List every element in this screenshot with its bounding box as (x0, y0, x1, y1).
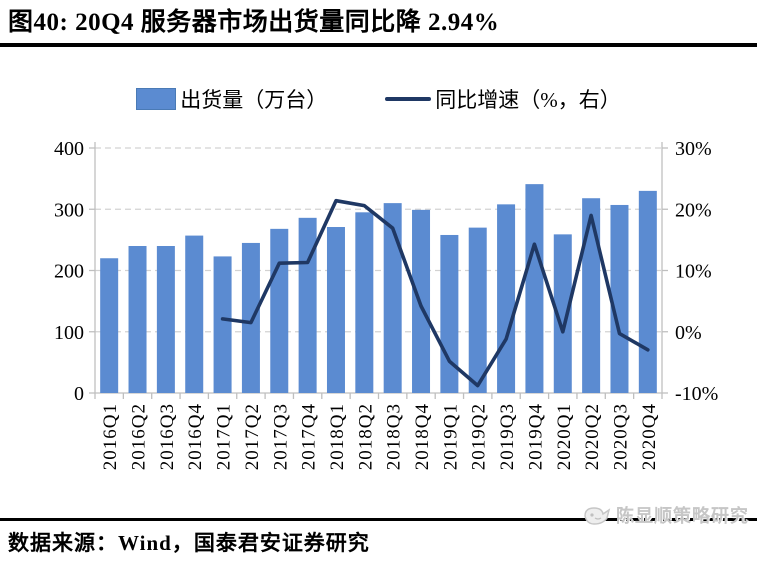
bar-2018Q3 (383, 203, 402, 393)
x-axis-label: 2020Q2 (582, 403, 603, 470)
legend-item-shipments: 出货量（万台） (136, 84, 327, 114)
x-axis-label: 2018Q2 (355, 403, 376, 470)
bar-2020Q1 (553, 234, 572, 393)
line-swatch-icon (385, 97, 432, 101)
chart-legend: 出货量（万台） 同比增速（%，右） (0, 84, 757, 114)
combo-chart: 0 100 200 300 400 -10% 0% 10% 20% 30% 2016Q1 2016Q2… (54, 138, 718, 470)
legend-label-shipments: 出货量（万台） (180, 88, 328, 112)
x-axis-label: 2019Q3 (497, 403, 518, 470)
x-axis-label: 2016Q2 (129, 403, 150, 470)
bar-2017Q2 (241, 242, 260, 393)
bar-swatch-icon (136, 88, 177, 110)
left-axis-label: 400 (54, 138, 84, 160)
bar-2018Q2 (355, 212, 374, 393)
x-axis-label: 2016Q4 (185, 403, 206, 470)
left-axis-label: 200 (54, 261, 84, 283)
x-axis-label: 2020Q4 (639, 403, 660, 470)
left-axis-label: 300 (54, 199, 84, 221)
legend-item-growth: 同比增速（%，右） (385, 84, 621, 114)
x-axis-label: 2018Q3 (384, 403, 405, 470)
bar-2019Q4 (525, 184, 544, 393)
bar-2017Q1 (213, 256, 232, 393)
x-axis-label: 2017Q1 (214, 403, 235, 470)
bar-2020Q2 (582, 198, 601, 393)
x-axis-label: 2016Q1 (100, 403, 121, 470)
x-axis-label: 2019Q1 (440, 403, 461, 470)
bar-2018Q1 (326, 227, 345, 393)
bar-2017Q4 (298, 217, 317, 393)
bar-2016Q4 (185, 235, 204, 393)
bar-2019Q3 (497, 204, 516, 393)
legend-label-growth: 同比增速（%，右） (435, 88, 621, 112)
right-axis-label: -10% (675, 383, 718, 405)
whale-logo-icon (584, 507, 611, 525)
right-axis-label: 20% (675, 199, 712, 221)
watermark-text: 陈显顺策略研究 (616, 506, 749, 526)
x-axis-label: 2019Q2 (469, 403, 490, 470)
bar-2016Q1 (100, 258, 119, 393)
x-axis-label: 2017Q3 (270, 403, 291, 470)
right-axis-label: 10% (675, 261, 712, 283)
x-axis-label: 2020Q1 (554, 403, 575, 470)
left-axis-label: 0 (74, 383, 84, 405)
x-axis-label: 2016Q3 (157, 403, 178, 470)
title-divider (0, 43, 757, 47)
page-title: 图40: 20Q4 服务器市场出货量同比降 2.94% (8, 9, 500, 36)
data-source: 数据来源：Wind，国泰君安证券研究 (8, 531, 370, 555)
growth-line (220, 198, 650, 388)
x-axis-label: 2018Q4 (412, 403, 433, 470)
bar-2016Q2 (128, 246, 147, 393)
watermark: 陈显顺策略研究 (583, 502, 749, 528)
bar-2020Q3 (610, 204, 629, 393)
x-axis-label: 2017Q2 (242, 403, 263, 470)
footer-divider (0, 518, 757, 521)
bar-2016Q3 (156, 246, 175, 393)
right-axis-label: 0% (675, 322, 702, 344)
x-axis-label: 2019Q4 (525, 403, 546, 470)
bar-2017Q3 (270, 228, 289, 393)
x-axis-label: 2018Q1 (327, 403, 348, 470)
x-axis-label: 2020Q3 (610, 403, 631, 470)
x-axis-label: 2017Q4 (299, 403, 320, 470)
bar-2019Q1 (440, 234, 459, 393)
left-axis-label: 100 (54, 322, 84, 344)
right-axis-label: 30% (675, 138, 712, 160)
bar-2020Q4 (638, 190, 657, 393)
bar-2019Q2 (468, 227, 487, 393)
